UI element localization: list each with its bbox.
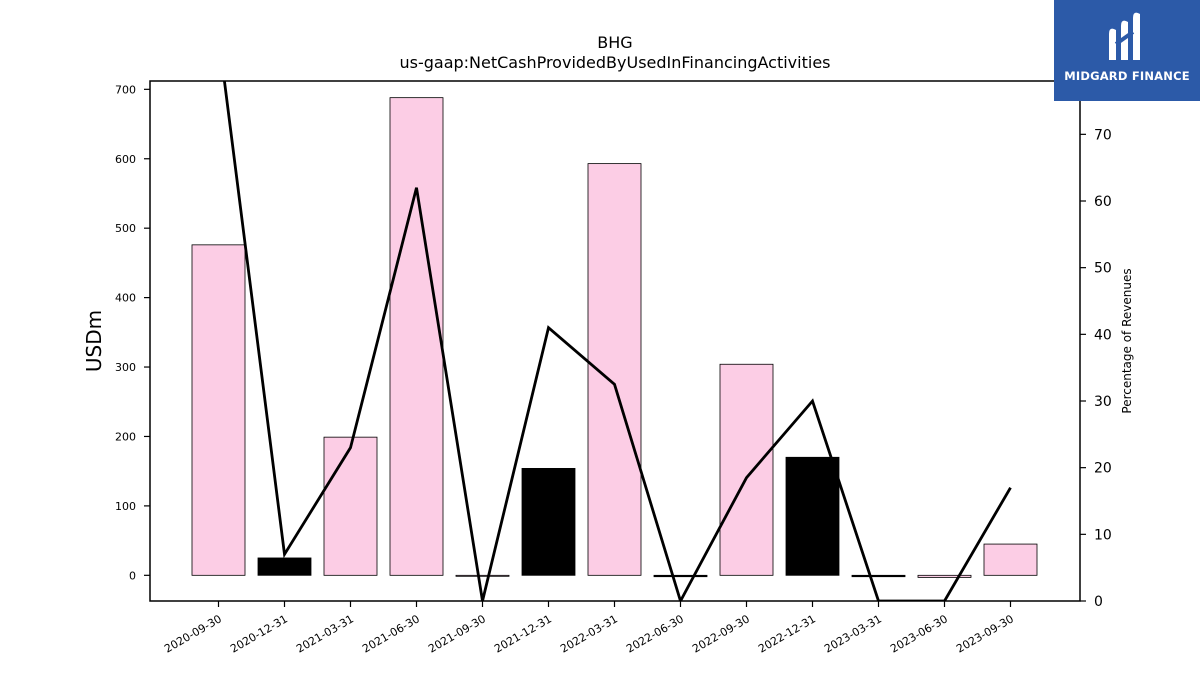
bar <box>521 467 576 576</box>
y-tick-label: 100 <box>115 500 136 513</box>
y2-tick-label: 0 <box>1094 594 1103 610</box>
bar <box>257 557 312 576</box>
bar <box>323 436 378 576</box>
y-tick-label: 200 <box>115 430 136 443</box>
x-tick-label: 2020-09-30 <box>162 612 224 655</box>
x-tick-label: 2022-09-30 <box>690 612 752 655</box>
y-tick-label: 300 <box>115 361 136 374</box>
x-tick-label: 2021-12-31 <box>492 612 554 655</box>
x-tick-label: 2022-03-31 <box>558 612 620 655</box>
chart-subtitle: us-gaap:NetCashProvidedByUsedInFinancing… <box>399 53 830 72</box>
x-tick-label: 2023-03-31 <box>822 612 884 655</box>
y-tick-label: 0 <box>129 569 136 582</box>
bar <box>191 244 246 576</box>
y2-tick-label: 10 <box>1094 527 1112 543</box>
logo-text: MIDGARD FINANCE <box>1064 69 1190 83</box>
y-tick-label: 400 <box>115 292 136 305</box>
x-tick-label: 2021-06-30 <box>360 612 422 655</box>
x-tick-label: 2021-03-31 <box>294 612 356 655</box>
y2-tick-label: 20 <box>1094 461 1112 477</box>
series-line <box>223 81 1012 601</box>
y2-axis-label: Percentage of Revenues <box>1120 268 1134 413</box>
bar <box>983 543 1038 576</box>
y-tick-label: 500 <box>115 222 136 235</box>
y-axis-label: USDm <box>82 310 106 372</box>
y2-tick-label: 70 <box>1094 127 1112 143</box>
bar <box>389 97 444 576</box>
x-tick-label: 2023-09-30 <box>954 612 1016 655</box>
brand-logo: MIDGARD FINANCE <box>1054 0 1200 101</box>
y2-tick-label: 50 <box>1094 261 1112 277</box>
bar <box>851 574 906 578</box>
y-tick-label: 600 <box>115 153 136 166</box>
x-tick-label: 2021-09-30 <box>426 612 488 655</box>
x-tick-label: 2023-06-30 <box>888 612 950 655</box>
bar <box>785 456 840 576</box>
y2-tick-label: 30 <box>1094 394 1112 410</box>
x-tick-label: 2022-12-31 <box>756 612 818 655</box>
y2-tick-label: 40 <box>1094 327 1112 343</box>
logo-mark-icon <box>1109 12 1140 61</box>
chart-title: BHG <box>597 33 632 52</box>
y-tick-label: 700 <box>115 83 136 96</box>
y2-tick-label: 60 <box>1094 194 1112 210</box>
x-tick-label: 2020-12-31 <box>228 612 290 655</box>
bar <box>917 574 972 578</box>
x-tick-label: 2022-06-30 <box>624 612 686 655</box>
bar <box>455 574 510 577</box>
bar <box>653 574 708 578</box>
bar <box>719 363 774 576</box>
